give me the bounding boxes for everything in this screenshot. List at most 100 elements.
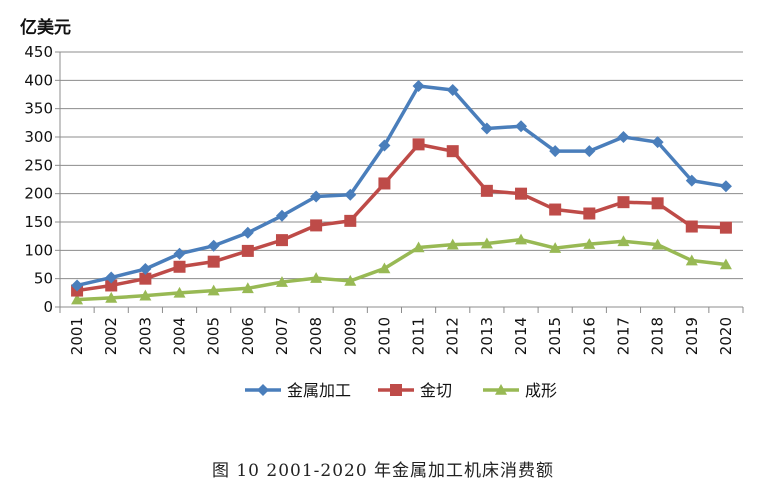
axes	[55, 51, 744, 313]
y-tick-label: 0	[43, 298, 53, 316]
series-triangle	[71, 233, 732, 305]
legend-label: 金切	[420, 381, 452, 400]
data-point	[719, 221, 732, 234]
data-point	[105, 279, 118, 292]
data-point	[412, 138, 425, 151]
data-point	[344, 214, 357, 227]
data-point	[173, 286, 186, 298]
y-tick-label: 100	[24, 241, 53, 259]
data-point	[515, 187, 528, 200]
y-tick-label: 200	[24, 185, 53, 203]
data-point	[71, 293, 84, 305]
data-point	[241, 226, 254, 239]
x-tick-label: 2015	[546, 317, 564, 355]
data-point	[480, 184, 493, 197]
legend-label: 成形	[525, 381, 557, 400]
data-point	[241, 282, 254, 294]
data-point	[344, 274, 357, 286]
x-tick-label: 2011	[410, 317, 428, 355]
x-tick-label: 2013	[478, 317, 496, 355]
x-tick-label: 2003	[136, 317, 154, 355]
data-point	[241, 244, 254, 257]
data-point	[719, 180, 732, 193]
data-point	[583, 207, 596, 220]
data-point	[446, 145, 459, 158]
legend-item: 成形	[483, 381, 557, 400]
x-tick-label: 2009	[341, 317, 359, 355]
data-point	[378, 262, 391, 274]
data-point	[685, 220, 698, 233]
x-tick-label: 2014	[512, 317, 530, 355]
x-tick-label: 2010	[375, 317, 393, 355]
data-point	[378, 139, 391, 152]
x-tick-label: 2005	[205, 317, 223, 355]
data-point	[549, 203, 562, 216]
x-tick-label: 2018	[649, 317, 667, 355]
data-point	[583, 145, 596, 158]
data-point	[105, 291, 118, 303]
data-point	[651, 197, 664, 210]
data-point	[275, 234, 288, 247]
data-point	[390, 384, 402, 396]
series-square	[71, 138, 732, 297]
data-point	[275, 276, 288, 287]
data-point	[105, 271, 118, 284]
data-point	[173, 247, 186, 260]
data-point	[685, 254, 698, 266]
legend-item: 金属加工	[245, 381, 351, 400]
data-point	[549, 145, 562, 158]
x-tick-label: 2004	[171, 317, 189, 355]
series-line	[76, 237, 727, 302]
data-point	[378, 177, 391, 190]
data-point	[207, 284, 220, 296]
legend: 金属加工 金切 成形	[245, 381, 557, 400]
data-point	[515, 120, 528, 133]
data-point	[310, 190, 323, 203]
x-tick-label: 2012	[444, 317, 462, 355]
y-tick-label: 300	[24, 128, 53, 146]
x-tick-label: 2002	[102, 317, 120, 355]
x-tick-label: 2007	[273, 317, 291, 355]
x-tick-labels: 2001 2002 2003 2004 2005 2006 2007 2008 2009 2010…	[68, 317, 735, 355]
figure-caption: 图 10 2001-2020 年金属加工机床消费额	[211, 461, 555, 481]
x-tick-label: 2008	[307, 317, 325, 355]
x-tick-label: 2006	[239, 317, 257, 355]
data-point	[139, 289, 152, 301]
data-point	[685, 174, 698, 187]
y-tick-label: 250	[24, 156, 53, 174]
data-point	[480, 122, 493, 135]
data-point	[617, 235, 630, 247]
data-point	[139, 272, 152, 285]
y-tick-label: 350	[24, 100, 53, 118]
data-point	[515, 233, 528, 245]
data-point	[446, 238, 459, 250]
data-point	[257, 384, 269, 396]
y-tick-label: 400	[24, 71, 53, 89]
legend-item: 金切	[378, 381, 452, 400]
y-axis-label: 亿美元	[20, 17, 71, 38]
data-point	[651, 136, 664, 149]
data-point	[139, 263, 152, 276]
data-point	[310, 272, 323, 283]
x-tick-label: 2017	[614, 317, 632, 355]
x-tick-label: 2020	[717, 317, 735, 355]
data-point	[275, 209, 288, 222]
y-tick-labels: 0 50 100 150 200 250 300 350 400 450	[24, 43, 53, 316]
data-point	[719, 258, 732, 270]
data-point	[173, 260, 186, 273]
data-point	[310, 219, 323, 232]
data-point	[583, 238, 596, 249]
series-group	[71, 80, 732, 305]
legend-label: 金属加工	[287, 381, 351, 400]
data-point	[549, 242, 562, 253]
data-point	[617, 196, 630, 209]
data-point	[651, 238, 664, 250]
x-tick-label: 2016	[580, 317, 598, 355]
x-tick-label: 2001	[68, 317, 86, 355]
data-point	[344, 188, 357, 201]
series-diamond	[71, 80, 732, 292]
data-point	[480, 237, 493, 249]
y-tick-label: 450	[24, 43, 53, 61]
y-tick-label: 50	[34, 270, 53, 288]
